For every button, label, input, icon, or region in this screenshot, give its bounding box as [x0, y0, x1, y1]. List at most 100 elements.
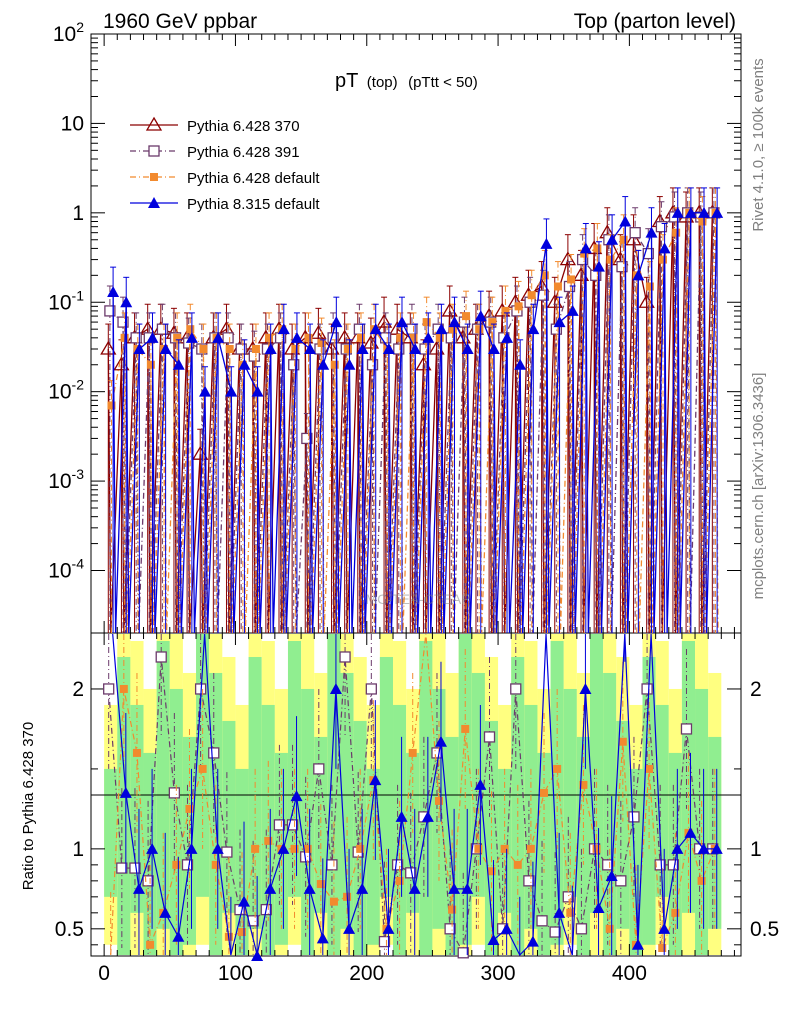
data-point [698, 206, 711, 218]
data-point [277, 842, 290, 854]
data-point [434, 796, 443, 805]
watermark: MC-TEA-CTEAP [366, 591, 471, 607]
data-point [330, 316, 343, 328]
data-point [461, 343, 474, 355]
data-point [395, 810, 408, 822]
data-point [658, 242, 671, 254]
legend-entry-p6def: Pythia 6.428 default [130, 170, 320, 187]
ratio-y-tick-label: 1 [72, 838, 84, 861]
ratio-band-green [563, 688, 577, 897]
data-point [365, 683, 377, 695]
y-tick-label-base: 10 [53, 23, 76, 46]
data-point [273, 819, 286, 831]
data-point [264, 836, 273, 845]
series-line [109, 212, 715, 634]
data-point [313, 763, 325, 775]
data-point [510, 683, 522, 695]
data-point [592, 260, 605, 272]
data-point [329, 682, 342, 694]
ratio-band-green [695, 688, 709, 955]
data-point [629, 227, 641, 239]
data-point [553, 764, 562, 773]
ratio-band-green [550, 640, 564, 945]
data-point [645, 764, 654, 773]
data-point [301, 432, 313, 445]
ratio-band-green [419, 640, 433, 955]
data-point [172, 358, 185, 370]
data-point [593, 244, 602, 253]
data-point [198, 764, 207, 773]
data-point [711, 206, 724, 218]
data-point [631, 938, 644, 950]
data-point [343, 345, 352, 354]
data-point [697, 876, 706, 885]
data-point [619, 215, 632, 227]
data-point [619, 235, 628, 244]
data-point [264, 882, 277, 894]
legend-entry-p370: Pythia 6.428 370 [130, 116, 300, 135]
data-point [461, 882, 474, 894]
y-tick-label: 10-1 [48, 287, 84, 314]
data-point [592, 844, 601, 853]
plot-title-sub1: (top) [367, 74, 398, 91]
legend: Pythia 6.428 370 Pythia 6.428 391 Pythia… [130, 116, 320, 213]
data-point [671, 842, 684, 854]
data-point [500, 844, 509, 853]
data-point [540, 788, 549, 797]
data-point [173, 333, 182, 342]
data-point [526, 844, 535, 853]
data-point [527, 323, 540, 335]
data-point [222, 332, 234, 344]
data-point [680, 723, 693, 735]
x-tick-label: 0 [98, 962, 110, 985]
data-point [142, 875, 154, 887]
legend-label-p391: Pythia 6.428 391 [187, 144, 300, 161]
data-point [579, 780, 588, 789]
data-point [369, 323, 382, 335]
ratio-band-green [169, 688, 183, 955]
data-point [698, 217, 707, 226]
data-point [395, 876, 404, 885]
data-point [435, 323, 448, 335]
x-tick-label: 300 [481, 962, 516, 985]
ratio-band-green [182, 736, 197, 945]
data-point [408, 882, 421, 894]
data-point [375, 313, 393, 328]
data-point [146, 331, 159, 343]
data-point [317, 358, 330, 370]
data-point [117, 316, 129, 328]
ratio-ylabel: Ratio to Pythia 6.428 370 [20, 722, 37, 890]
x-tick-label: 400 [612, 962, 647, 985]
data-point [448, 325, 457, 334]
data-point [487, 934, 500, 946]
y-tick-label-base: 10 [48, 291, 71, 314]
data-point [120, 296, 133, 308]
ratio-band-green [537, 752, 551, 955]
data-point [264, 343, 277, 355]
data-point [146, 940, 155, 949]
data-point [625, 231, 642, 246]
data-point [356, 844, 365, 853]
data-point [567, 275, 576, 284]
data-point [396, 333, 405, 342]
ratio-band-green [524, 704, 538, 929]
legend-label-p370: Pythia 6.428 370 [187, 118, 300, 135]
data-point [168, 787, 181, 799]
data-point [514, 358, 527, 370]
data-point [523, 875, 535, 887]
data-point [159, 906, 172, 918]
y-tick-label: 1 [72, 202, 84, 225]
data-point [434, 735, 447, 747]
data-point [303, 844, 312, 853]
y-tick-label-exp: -4 [72, 556, 85, 572]
data-point [605, 924, 614, 933]
data-point [132, 748, 141, 757]
series-line [112, 212, 718, 634]
data-point [286, 819, 299, 831]
data-point [422, 318, 431, 327]
data-point [251, 950, 264, 961]
plot-title: pT (top) (pTtt < 50) [335, 70, 478, 92]
data-point [103, 683, 115, 695]
data-point [421, 810, 434, 822]
data-point [645, 282, 654, 291]
